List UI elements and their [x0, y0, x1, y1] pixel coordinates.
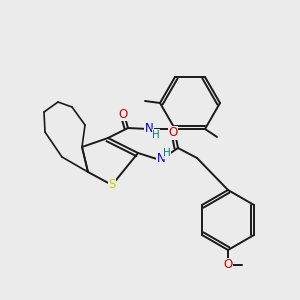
Text: O: O — [168, 127, 178, 140]
Text: H: H — [163, 148, 171, 158]
Text: N: N — [145, 122, 153, 134]
Text: H: H — [152, 130, 160, 140]
Text: S: S — [108, 178, 116, 191]
Text: N: N — [157, 152, 165, 166]
Text: O: O — [224, 259, 232, 272]
Text: O: O — [118, 107, 127, 121]
